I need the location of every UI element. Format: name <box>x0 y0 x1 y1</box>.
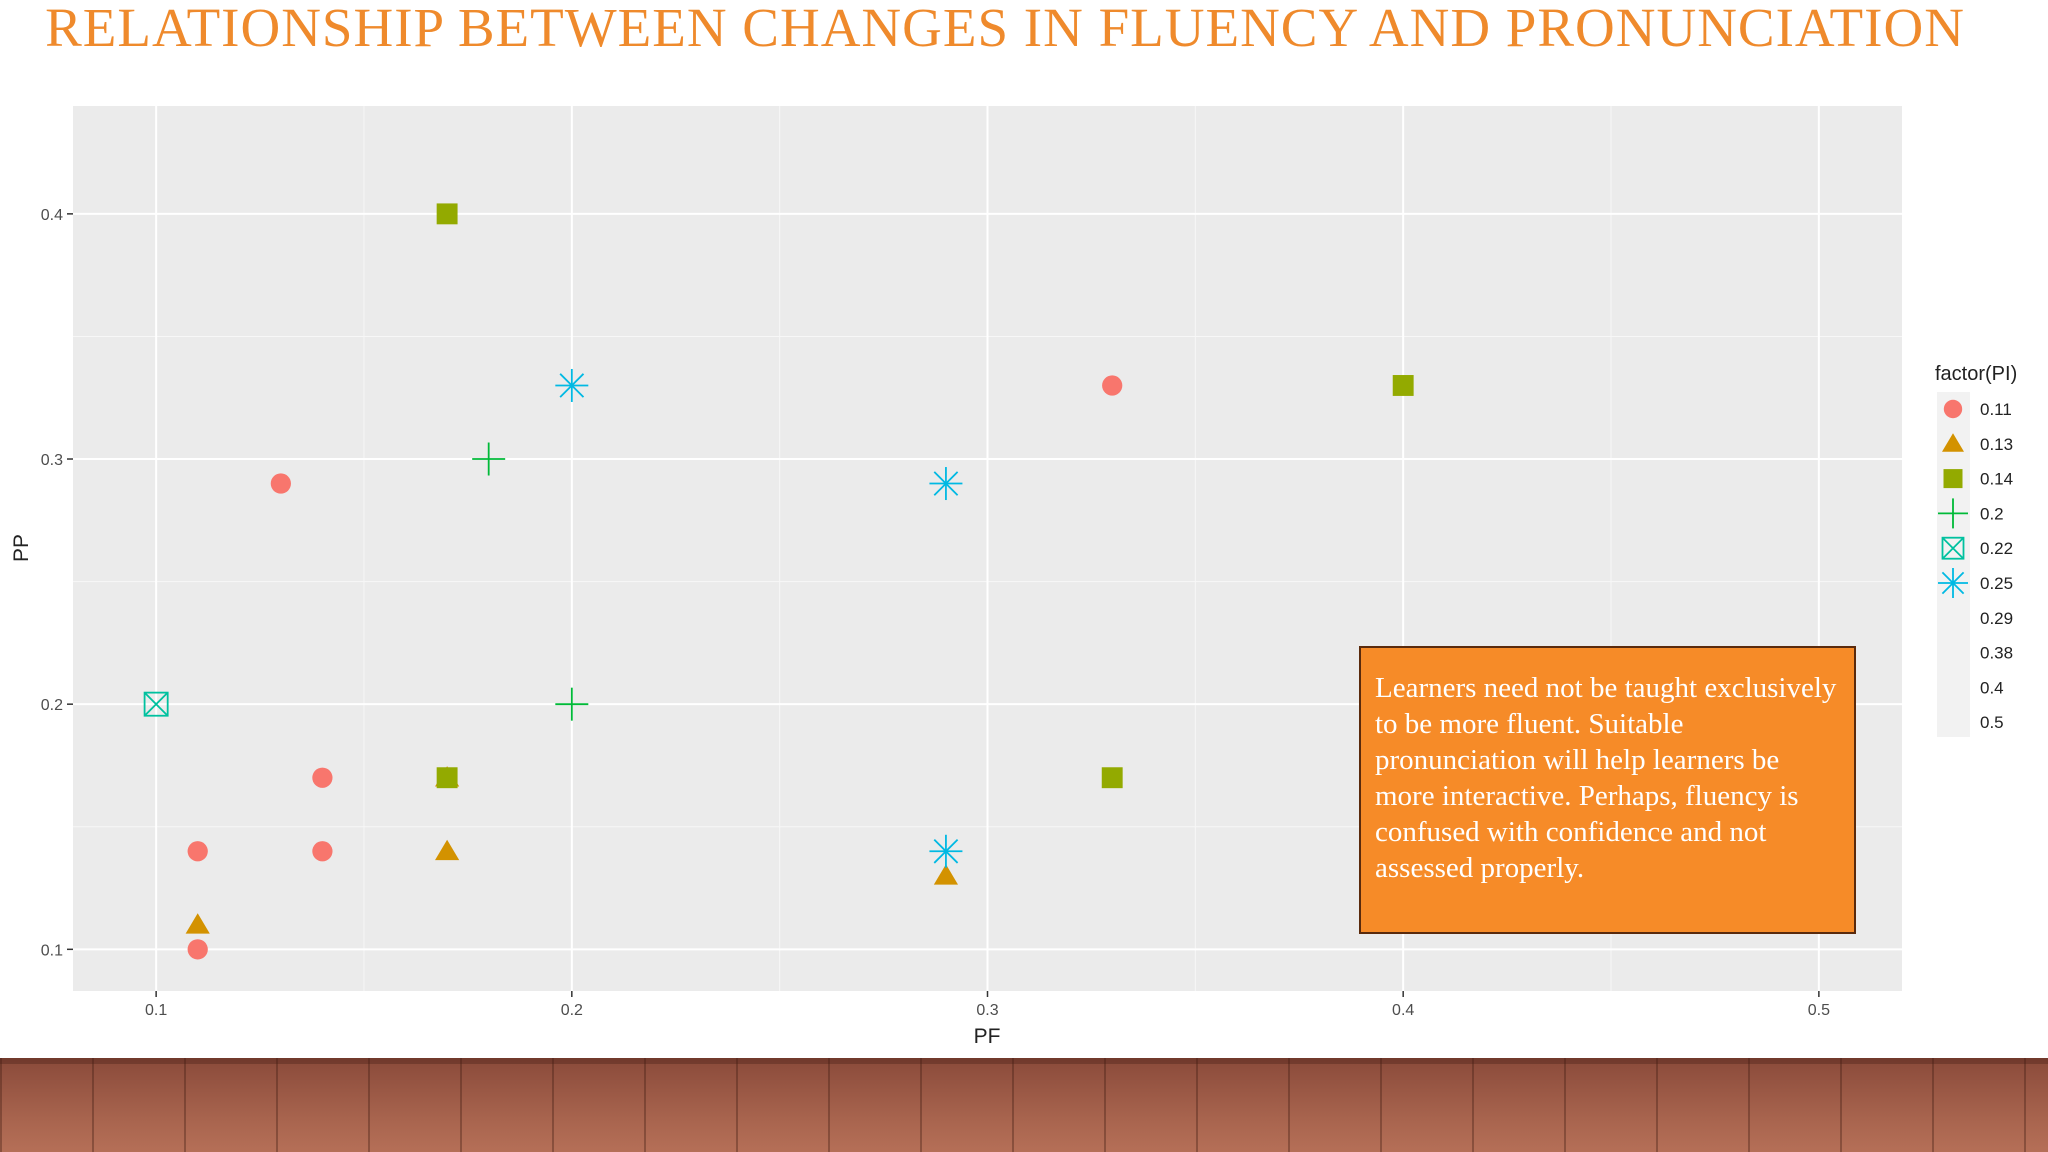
y-tick-label: 0.3 <box>41 452 63 469</box>
x-axis-title: PF <box>974 1025 1001 1048</box>
data-point-circle <box>1102 375 1123 396</box>
data-point-circle <box>312 841 333 862</box>
data-point-square <box>436 203 458 225</box>
data-point-circle <box>187 841 208 862</box>
data-point-square <box>1392 375 1414 396</box>
data-point-plus <box>472 442 506 476</box>
data-point-triangle <box>435 839 460 861</box>
x-tick-label: 0.4 <box>1392 1002 1414 1019</box>
legend-label: 0.25 <box>1980 574 2013 593</box>
legend-label: 0.14 <box>1980 470 2013 489</box>
data-point-triangle <box>185 913 210 934</box>
x-tick-label: 0.5 <box>1808 1002 1830 1019</box>
legend-title: factor(PI) <box>1935 363 2017 385</box>
legend-label: 0.4 <box>1980 678 2004 697</box>
data-point-circle <box>187 939 208 960</box>
wood-floor-decoration <box>0 1058 2048 1152</box>
y-tick-label: 0.1 <box>41 942 63 959</box>
legend-key-triangle <box>1942 433 1964 452</box>
legend-key-square <box>1943 469 1963 489</box>
legend-key-plus <box>1938 498 1968 529</box>
legend-label: 0.5 <box>1980 713 2004 732</box>
legend-label: 0.38 <box>1980 644 2013 663</box>
x-tick-label: 0.2 <box>561 1002 583 1019</box>
x-tick-label: 0.3 <box>976 1002 998 1019</box>
callout-box: Learners need not be taught exclusively … <box>1359 646 1856 934</box>
legend-label: 0.2 <box>1980 504 2004 523</box>
data-point-boxed-x <box>143 691 169 717</box>
legend-label: 0.13 <box>1980 435 2013 454</box>
legend-key-asterisk <box>1938 568 1968 598</box>
legend-label: 0.29 <box>1980 609 2013 628</box>
legend-label: 0.11 <box>1980 400 2012 419</box>
data-point-asterisk <box>929 467 963 501</box>
axes: 0.1 0.2 0.3 0.4 0.5 0.1 0.2 0.3 0.4 <box>41 207 1830 1019</box>
y-tick-label: 0.2 <box>41 697 63 714</box>
data-point-asterisk <box>929 834 963 868</box>
y-tick-label: 0.4 <box>41 207 63 224</box>
x-tick-label: 0.1 <box>145 1002 167 1019</box>
y-axis-title: PP <box>10 534 33 562</box>
data-point-triangle <box>933 864 959 885</box>
data-points <box>143 203 1414 960</box>
legend: factor(PI) 0.11 0.13 0.14 0.2 0.22 0.25 0.29 0.… <box>1935 363 2017 737</box>
slide-title: RELATIONSHIP BETWEEN CHANGES IN FLUENCY … <box>45 0 1965 58</box>
data-point-square <box>1101 767 1123 789</box>
data-point-square <box>436 767 458 789</box>
data-point-circle <box>312 767 333 788</box>
data-point-circle <box>270 473 291 494</box>
legend-label: 0.22 <box>1980 539 2013 558</box>
data-point-asterisk <box>555 368 589 402</box>
legend-key-boxed-x <box>1941 536 1965 560</box>
legend-key-circle <box>1943 399 1963 419</box>
data-point-plus <box>555 687 589 721</box>
